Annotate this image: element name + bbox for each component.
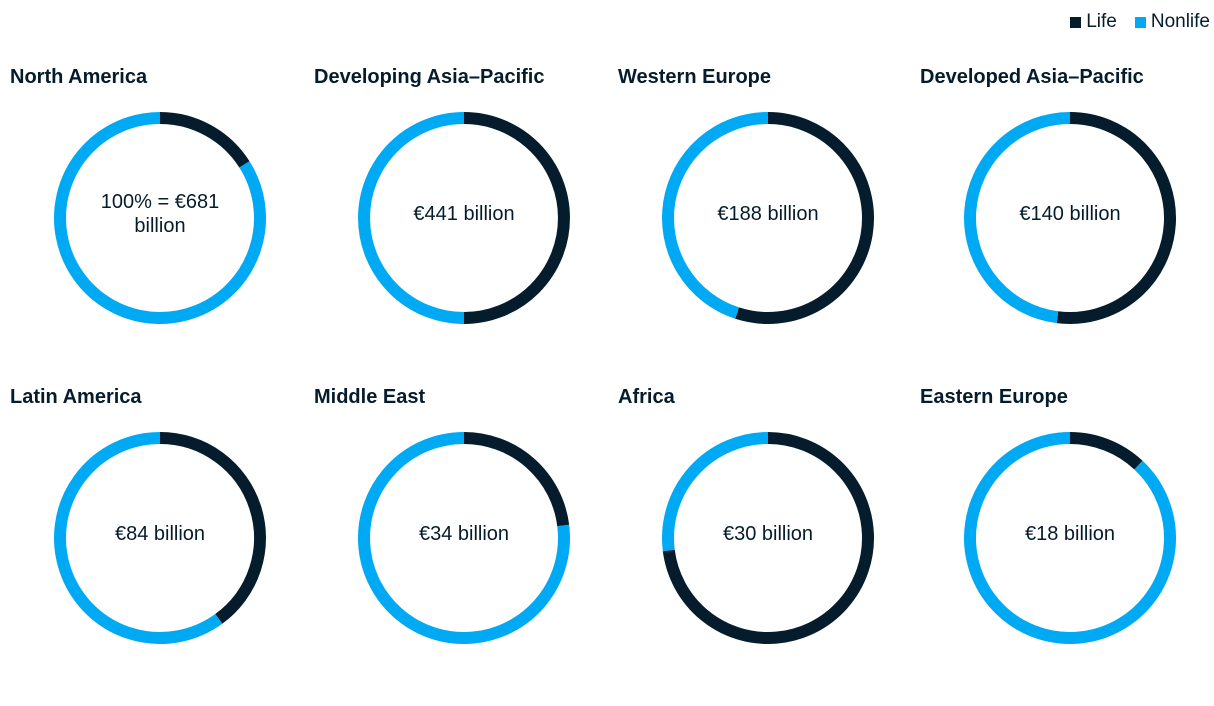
donut (358, 432, 570, 644)
donut-segment (159, 432, 266, 624)
chart-title: Latin America (10, 386, 142, 408)
chart-panel: Western Europe €188 billion (618, 66, 922, 386)
center-label: 100% = €681 billion (100, 191, 220, 237)
legend: Life Nonlife (1070, 11, 1210, 33)
donut-segment (964, 112, 1071, 324)
donut (358, 112, 570, 324)
donut-segment (159, 112, 250, 168)
donut (662, 112, 874, 324)
donut-segment (358, 112, 465, 324)
chart-title: Africa (618, 386, 675, 408)
chart-panel: Africa €30 billion (618, 386, 922, 706)
donut (964, 432, 1176, 644)
donut-segment (662, 432, 769, 552)
legend-swatch (1070, 16, 1082, 28)
chart-panel: Eastern Europe €18 billion (920, 386, 1214, 706)
chart-title: North America (10, 66, 148, 88)
page: Life Nonlife North America 100% = €681 bil… (10, 11, 1214, 644)
chart-panel: Latin America €84 billion (10, 386, 314, 706)
center-label: €84 billion (114, 523, 206, 545)
donut-segment (463, 432, 570, 527)
legend-label: Nonlife (1150, 11, 1210, 32)
chart-title: Middle East (314, 386, 426, 408)
legend-swatch (1134, 16, 1146, 28)
legend-item: Nonlife (1134, 11, 1210, 33)
donut (964, 112, 1176, 324)
donut-segment (54, 432, 223, 644)
donut-segment (662, 112, 769, 319)
center-label: €34 billion (418, 523, 510, 545)
donut-segment (1069, 432, 1143, 470)
center-label: €18 billion (1024, 523, 1116, 545)
chart-panel: North America 100% = €681 billion (10, 66, 314, 386)
donut-segment (662, 432, 874, 644)
chart-title: Eastern Europe (920, 386, 1068, 408)
donut (54, 432, 266, 644)
legend-item: Life (1070, 11, 1117, 33)
donut (662, 432, 874, 644)
donut (54, 112, 266, 324)
donut-segment (463, 112, 570, 324)
center-label: €30 billion (722, 523, 814, 545)
donut-segment (54, 112, 266, 324)
center-label: €140 billion (1019, 203, 1121, 225)
chart-panel: Middle East €34 billion (314, 386, 618, 706)
chart-title: Developing Asia–Pacific (314, 66, 545, 88)
legend-label: Life (1086, 11, 1117, 32)
center-label: €441 billion (413, 203, 515, 225)
chart-panel: Developed Asia–Pacific €140 billion (920, 66, 1214, 386)
chart-title: Western Europe (618, 66, 771, 88)
donut-segment (1056, 112, 1176, 324)
chart-panel: Developing Asia–Pacific €441 billion (314, 66, 618, 386)
donut-segment (358, 432, 570, 644)
center-label: €188 billion (717, 203, 819, 225)
donut-segment (735, 112, 874, 324)
donut-segment (964, 432, 1176, 644)
chart-title: Developed Asia–Pacific (920, 66, 1144, 88)
